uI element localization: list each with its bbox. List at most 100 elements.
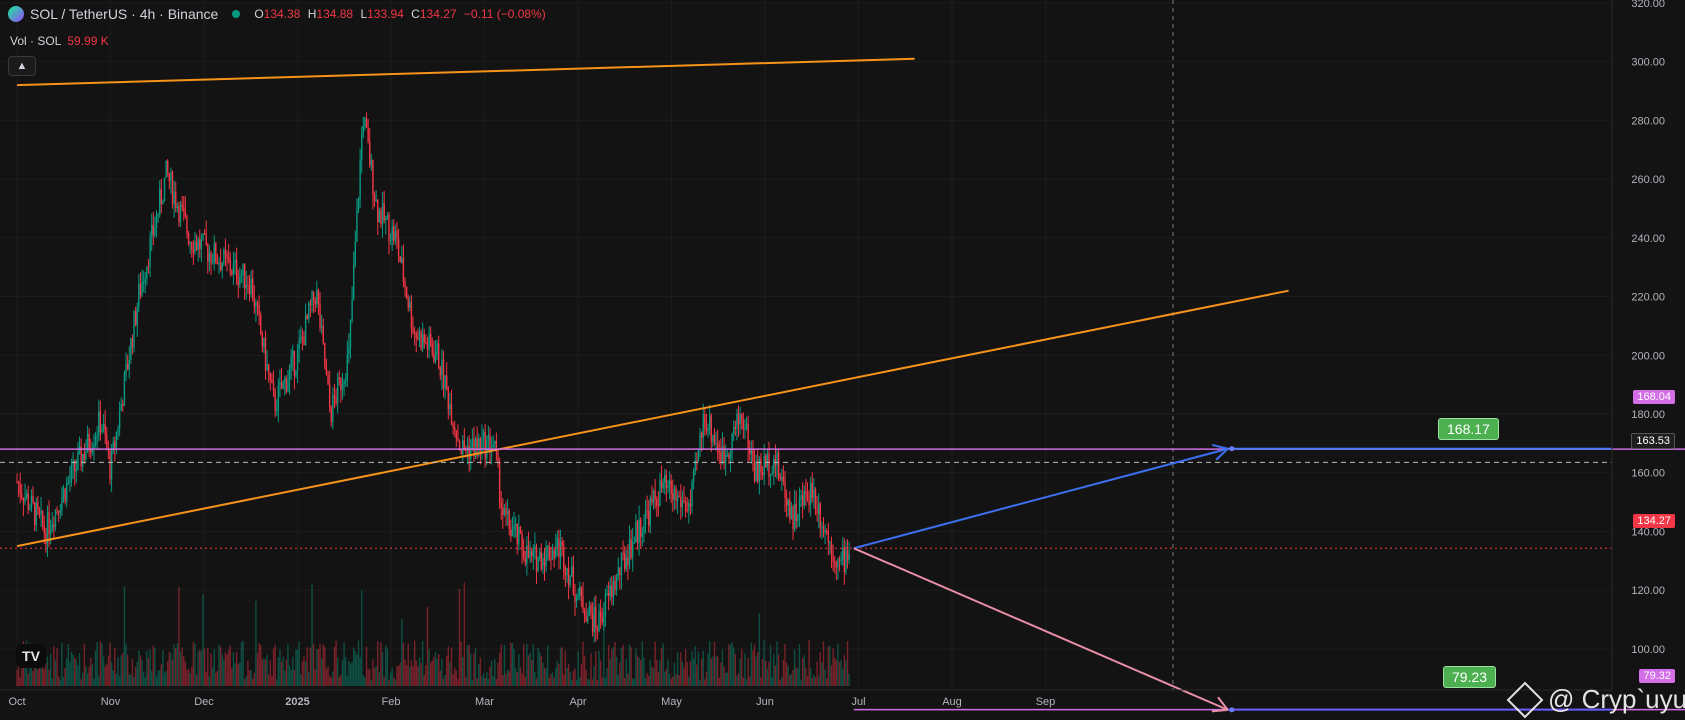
volume-bar [306, 647, 308, 686]
volume-bar [508, 671, 510, 686]
volume-bar [652, 668, 655, 686]
candle-body [191, 242, 193, 250]
volume-bar [83, 643, 86, 686]
candle-body [110, 450, 113, 480]
candle-body [710, 415, 712, 442]
volume-label[interactable]: Vol · SOL [10, 34, 62, 48]
volume-bar [720, 662, 722, 686]
candle-body [612, 580, 615, 598]
volume-bar [359, 657, 361, 686]
volume-bar [431, 660, 433, 686]
volume-bar [189, 672, 191, 686]
candle-body [269, 373, 272, 380]
tradingview-logo-icon[interactable]: TV [16, 644, 46, 668]
volume-bar [742, 677, 745, 686]
volume-bar [585, 669, 587, 686]
candle-body [604, 594, 607, 616]
volume-bar [845, 660, 847, 686]
volume-bar [648, 675, 650, 686]
volume-bar [423, 675, 425, 686]
chevron-up-icon: ▲ [16, 60, 28, 72]
volume-bar [268, 674, 270, 686]
candle-body [396, 231, 398, 239]
collapse-legend-button[interactable]: ▲ [8, 56, 36, 76]
volume-bar [510, 642, 512, 686]
candle-body [813, 489, 815, 498]
candle-body [306, 315, 308, 319]
volume-bar [617, 674, 619, 686]
candle-body [463, 440, 466, 449]
candle-body [627, 557, 629, 566]
candle-body [444, 375, 446, 389]
volume-bar [582, 641, 584, 686]
candle-body [136, 307, 138, 325]
candle-body [530, 551, 533, 557]
candle-body [274, 391, 276, 411]
volume-bar [449, 661, 451, 686]
arrow-anchor [1229, 707, 1235, 713]
candle-body [357, 198, 360, 210]
volume-bar [231, 668, 233, 686]
candle-body [662, 482, 664, 489]
volume-bar [595, 651, 597, 686]
volume-bar [417, 666, 419, 686]
candle-body [582, 596, 584, 611]
candle-body [410, 302, 413, 329]
candle-body [441, 359, 443, 376]
volume-bar [590, 653, 592, 686]
candle-body [577, 594, 579, 598]
candle-body [458, 440, 461, 451]
candle-body [829, 542, 831, 544]
candle-body [157, 214, 159, 216]
volume-bar [486, 671, 488, 686]
target-upper-tag[interactable]: 168.17 [1438, 418, 1499, 440]
candle-body [654, 490, 656, 500]
candle-body [226, 254, 228, 258]
volume-bar [721, 649, 724, 686]
candle-body [505, 508, 507, 515]
candle-body [460, 450, 462, 455]
candle-body [208, 252, 211, 262]
candle-body [747, 423, 749, 450]
candle-body [640, 519, 642, 537]
candle-body [442, 359, 445, 389]
volume-bar [689, 661, 692, 686]
symbol-title[interactable]: SOL / TetherUS · 4h · Binance [30, 6, 219, 22]
volume-bar [463, 582, 466, 686]
volume-bar [250, 670, 252, 686]
candle-body [296, 349, 299, 371]
candle-body [625, 557, 627, 570]
volume-bar [418, 657, 421, 686]
candle-body [532, 549, 534, 557]
volume-bar [271, 675, 273, 686]
volume-bar [803, 655, 805, 686]
time-axis[interactable]: Oct Nov Dec 2025 Feb Mar Apr May Jun Jul Aug Sep [8, 696, 1055, 708]
volume-bar [583, 655, 586, 686]
volume-bar [697, 651, 700, 686]
candle-body [595, 607, 597, 629]
volume-bar [614, 642, 616, 686]
candle-body [631, 542, 634, 558]
volume-bar [519, 667, 522, 686]
price-axis[interactable]: 320.00 300.00 280.00 260.00 240.00 220.00 200.… [1631, 0, 1665, 656]
volume-bar [707, 653, 709, 686]
candle-body [449, 404, 451, 410]
target-lower-tag[interactable]: 79.23 [1443, 666, 1497, 688]
volume-bar [454, 667, 456, 686]
volume-bar [223, 659, 225, 686]
volume-bar [160, 664, 163, 686]
candle-body [543, 557, 546, 567]
candle-body [91, 448, 94, 453]
volume-bar [596, 679, 599, 686]
candle-body [739, 414, 741, 425]
volume-bar [497, 662, 499, 686]
candle-body [24, 497, 26, 503]
candle-body [205, 234, 207, 245]
candle-body [580, 586, 583, 597]
volume-bar [332, 671, 334, 686]
volume-bar [726, 672, 728, 686]
candle-body [591, 613, 594, 633]
candle-body [537, 558, 539, 572]
volume-bar [234, 663, 236, 686]
